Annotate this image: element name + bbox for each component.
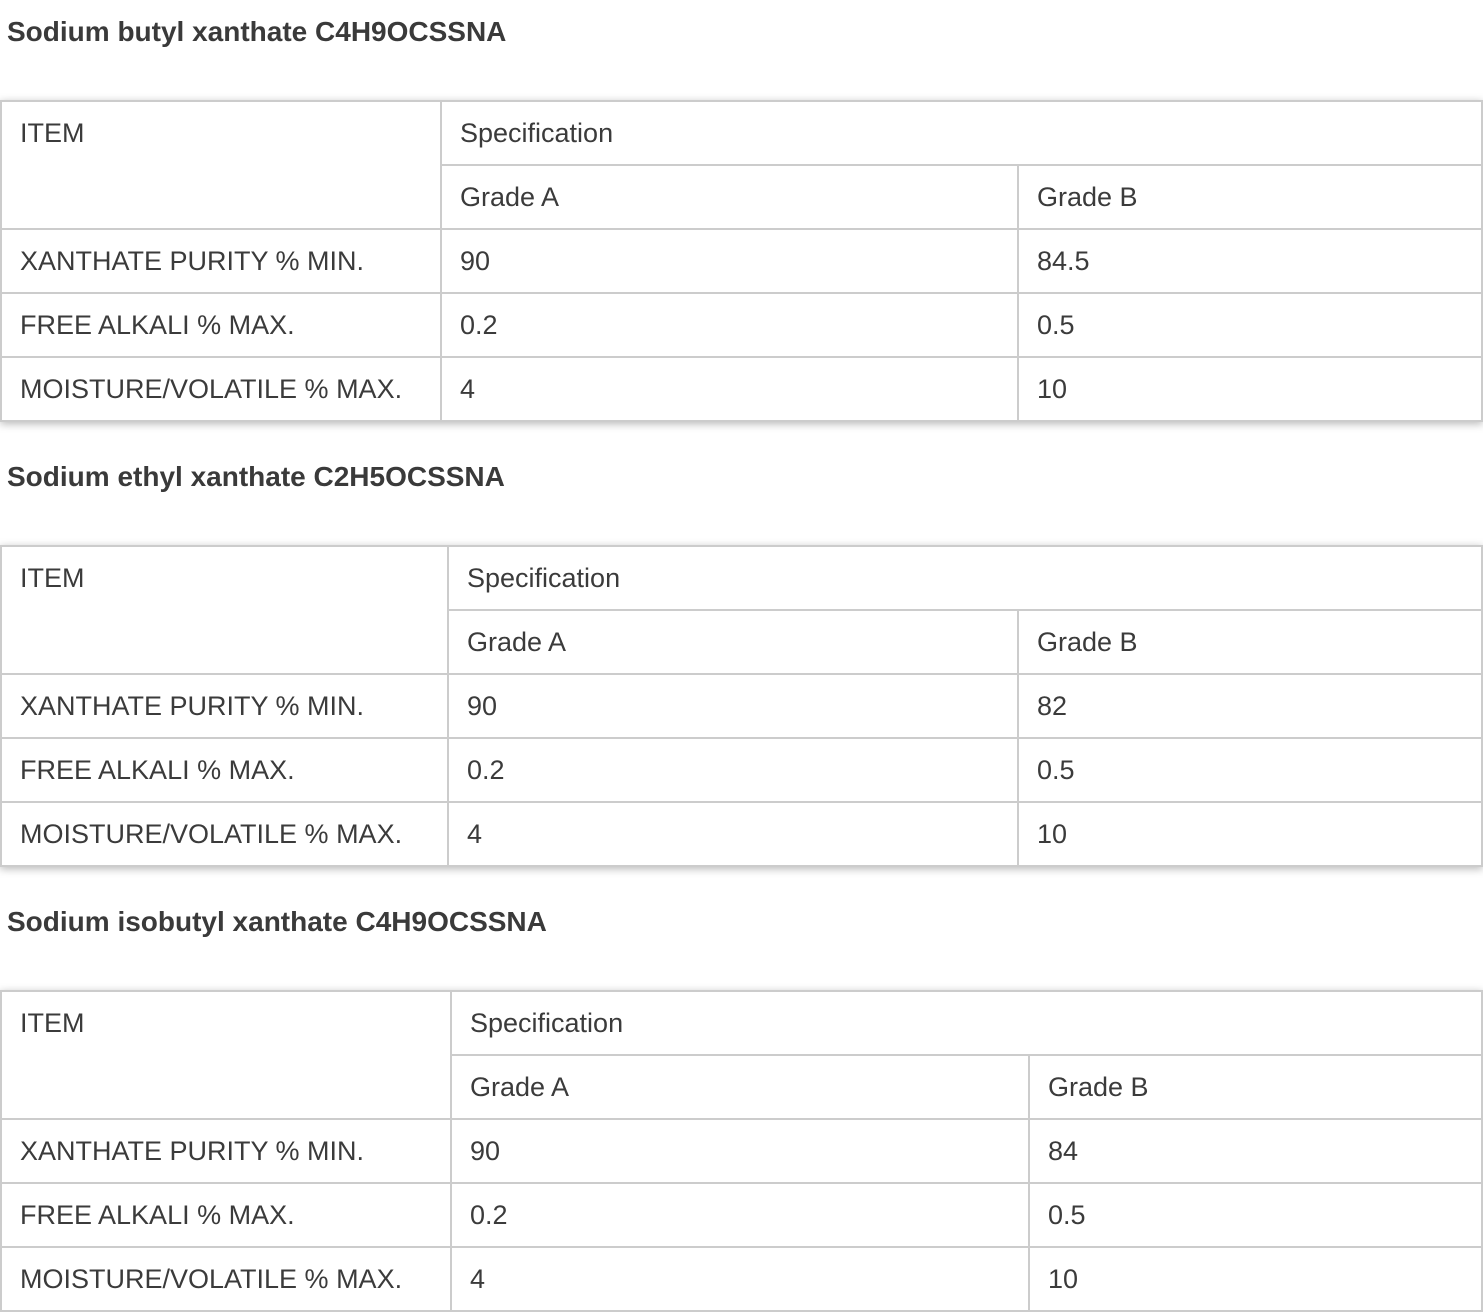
grade-b-value-cell: 10 bbox=[1017, 356, 1483, 422]
section-heading: Sodium butyl xanthate C4H9OCSSNA bbox=[7, 16, 507, 47]
table-row-moisture-volatile: MOISTURE/VOLATILE % MAX. 4 10 bbox=[0, 801, 1483, 867]
grade-header-row: Grade A Grade B bbox=[1, 609, 1483, 675]
table-row-xanthate-purity: XANTHATE PURITY % MIN. 90 82 bbox=[0, 673, 1483, 739]
grade-a-header-cell: Grade A bbox=[450, 1054, 1030, 1120]
grade-b-value-cell: 0.5 bbox=[1017, 737, 1483, 803]
specification-header-cell: Specification bbox=[447, 545, 1483, 611]
grade-b-value-cell: 10 bbox=[1028, 1246, 1483, 1312]
grade-a-value-cell: 90 bbox=[450, 1118, 1030, 1184]
grade-a-value-cell: 4 bbox=[447, 801, 1019, 867]
item-cell: MOISTURE/VOLATILE % MAX. bbox=[0, 1246, 452, 1312]
grade-b-header-cell: Grade B bbox=[1017, 609, 1483, 675]
item-cell: MOISTURE/VOLATILE % MAX. bbox=[0, 356, 442, 422]
grade-a-value-cell: 4 bbox=[450, 1246, 1030, 1312]
item-cell: FREE ALKALI % MAX. bbox=[0, 292, 442, 358]
grade-b-value-cell: 84.5 bbox=[1017, 228, 1483, 294]
item-header-cell: ITEM bbox=[0, 545, 449, 675]
item-cell: XANTHATE PURITY % MIN. bbox=[0, 1118, 452, 1184]
item-cell: XANTHATE PURITY % MIN. bbox=[0, 228, 442, 294]
grade-a-value-cell: 4 bbox=[440, 356, 1019, 422]
section-heading: Sodium isobutyl xanthate C4H9OCSSNA bbox=[7, 906, 547, 937]
spec-table-sodium-isobutyl-xanthate: ITEM Specification Grade A Grade B XANTH… bbox=[0, 990, 1483, 1312]
item-cell: XANTHATE PURITY % MIN. bbox=[0, 673, 449, 739]
specification-header-cell: Specification bbox=[440, 100, 1483, 166]
header-row: ITEM Specification bbox=[0, 545, 1483, 675]
grade-a-header-cell: Grade A bbox=[440, 164, 1019, 230]
table-row-xanthate-purity: XANTHATE PURITY % MIN. 90 84 bbox=[0, 1118, 1483, 1184]
grade-b-value-cell: 0.5 bbox=[1028, 1182, 1483, 1248]
section-sodium-isobutyl-xanthate: Sodium isobutyl xanthate C4H9OCSSNA ITEM… bbox=[0, 905, 1483, 1312]
table-row-free-alkali: FREE ALKALI % MAX. 0.2 0.5 bbox=[0, 292, 1483, 358]
grade-a-header-cell: Grade A bbox=[447, 609, 1019, 675]
grade-a-value-cell: 0.2 bbox=[440, 292, 1019, 358]
table-row-moisture-volatile: MOISTURE/VOLATILE % MAX. 4 10 bbox=[0, 356, 1483, 422]
grade-header-row: Grade A Grade B bbox=[1, 164, 1483, 230]
item-header-cell: ITEM bbox=[0, 990, 452, 1120]
grade-a-value-cell: 90 bbox=[447, 673, 1019, 739]
item-cell: MOISTURE/VOLATILE % MAX. bbox=[0, 801, 449, 867]
spec-table-sodium-ethyl-xanthate: ITEM Specification Grade A Grade B XANTH… bbox=[0, 545, 1483, 867]
section-sodium-butyl-xanthate: Sodium butyl xanthate C4H9OCSSNA ITEM Sp… bbox=[0, 15, 1483, 422]
table-row-free-alkali: FREE ALKALI % MAX. 0.2 0.5 bbox=[0, 1182, 1483, 1248]
spec-table-sodium-butyl-xanthate: ITEM Specification Grade A Grade B XANTH… bbox=[0, 100, 1483, 422]
grade-b-header-cell: Grade B bbox=[1028, 1054, 1483, 1120]
grade-b-value-cell: 82 bbox=[1017, 673, 1483, 739]
item-cell: FREE ALKALI % MAX. bbox=[0, 1182, 452, 1248]
grade-a-value-cell: 90 bbox=[440, 228, 1019, 294]
item-cell: FREE ALKALI % MAX. bbox=[0, 737, 449, 803]
table-row-xanthate-purity: XANTHATE PURITY % MIN. 90 84.5 bbox=[0, 228, 1483, 294]
grade-b-header-cell: Grade B bbox=[1017, 164, 1483, 230]
item-header-cell: ITEM bbox=[0, 100, 442, 230]
specification-header-cell: Specification bbox=[450, 990, 1483, 1056]
section-heading: Sodium ethyl xanthate C2H5OCSSNA bbox=[7, 461, 505, 492]
header-row: ITEM Specification bbox=[0, 990, 1483, 1120]
grade-header-row: Grade A Grade B bbox=[1, 1054, 1483, 1120]
grade-b-value-cell: 84 bbox=[1028, 1118, 1483, 1184]
grade-a-value-cell: 0.2 bbox=[447, 737, 1019, 803]
header-row: ITEM Specification bbox=[0, 100, 1483, 230]
grade-b-value-cell: 0.5 bbox=[1017, 292, 1483, 358]
grade-a-value-cell: 0.2 bbox=[450, 1182, 1030, 1248]
section-sodium-ethyl-xanthate: Sodium ethyl xanthate C2H5OCSSNA ITEM Sp… bbox=[0, 460, 1483, 867]
table-row-free-alkali: FREE ALKALI % MAX. 0.2 0.5 bbox=[0, 737, 1483, 803]
table-row-moisture-volatile: MOISTURE/VOLATILE % MAX. 4 10 bbox=[0, 1246, 1483, 1312]
grade-b-value-cell: 10 bbox=[1017, 801, 1483, 867]
